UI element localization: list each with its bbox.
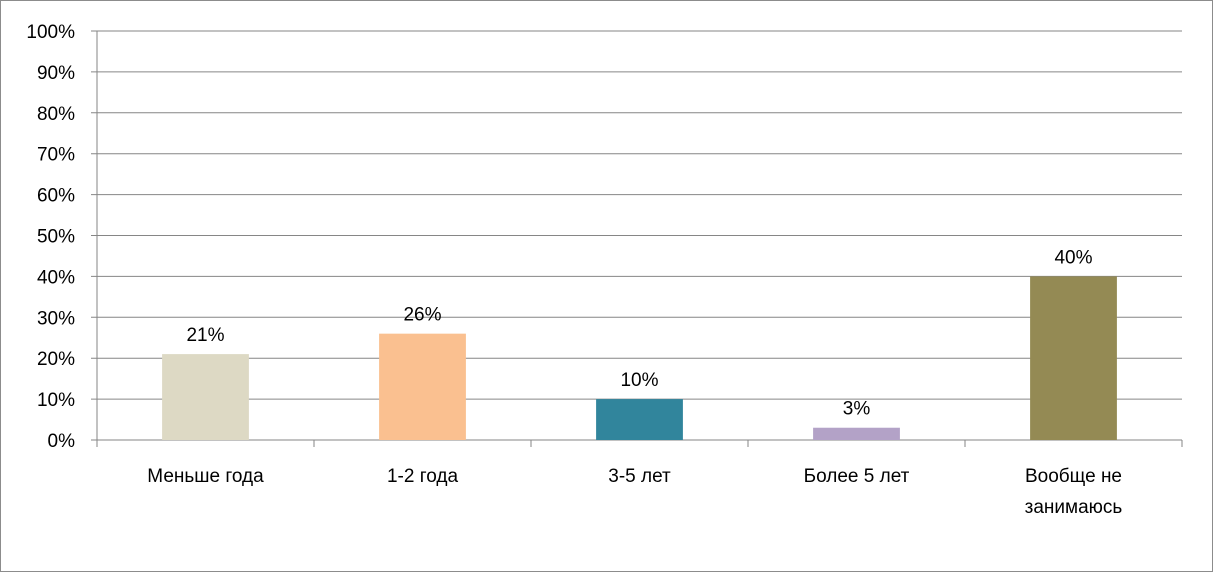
- y-tick-label: 90%: [37, 63, 75, 84]
- x-category-label: Вообще не: [1025, 466, 1122, 487]
- data-label: 3%: [843, 399, 871, 420]
- y-tick-label: 60%: [37, 186, 75, 207]
- data-label: 26%: [403, 305, 441, 326]
- x-category-label: занимаюсь: [1025, 497, 1123, 518]
- data-label: 40%: [1054, 247, 1092, 268]
- y-tick-label: 80%: [37, 104, 75, 125]
- bar: [596, 399, 683, 440]
- data-label: 21%: [186, 325, 224, 346]
- y-tick-label: 10%: [37, 390, 75, 411]
- y-tick-label: 30%: [37, 308, 75, 329]
- y-tick-label: 40%: [37, 267, 75, 288]
- x-category-label: 1-2 года: [387, 466, 458, 487]
- bar: [813, 427, 900, 440]
- y-tick-label: 0%: [48, 431, 76, 452]
- bar: [1030, 276, 1117, 440]
- x-category-label: 3-5 лет: [608, 466, 671, 487]
- bar: [162, 354, 249, 440]
- bar: [379, 333, 466, 440]
- y-tick-label: 20%: [37, 349, 75, 370]
- y-tick-label: 70%: [37, 145, 75, 166]
- x-category-label: Более 5 лет: [804, 466, 910, 487]
- data-label: 10%: [620, 370, 658, 391]
- y-tick-label: 50%: [37, 227, 75, 248]
- x-category-label: Меньше года: [147, 466, 264, 487]
- y-tick-label: 100%: [26, 22, 75, 43]
